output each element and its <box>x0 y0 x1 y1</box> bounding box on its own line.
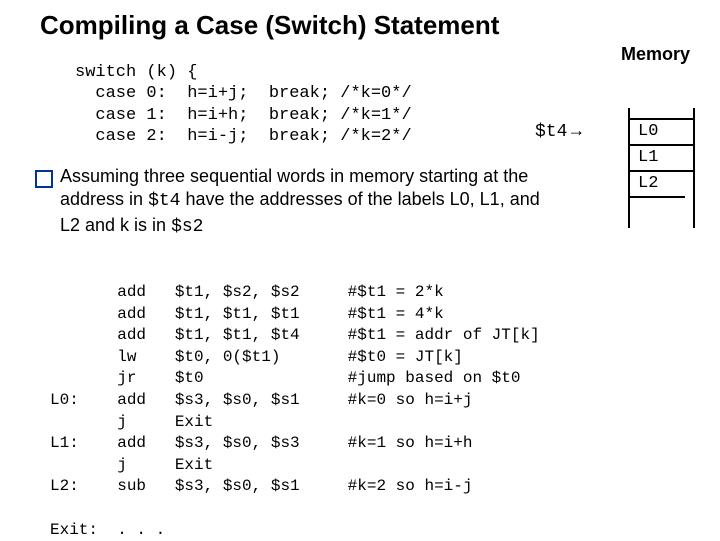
memory-diagram: L0 L1 L2 <box>628 108 695 228</box>
assume-reg-t4: $t4 <box>148 191 180 211</box>
assume-reg-s2: $s2 <box>171 217 203 237</box>
slide-title: Compiling a Case (Switch) Statement <box>40 10 499 41</box>
bullet-icon <box>35 170 53 188</box>
assembly-code-block: add $t1, $s2, $s2 #$t1 = 2*k add $t1, $t… <box>50 282 540 541</box>
memory-cell: L0 <box>630 118 693 144</box>
t4-pointer: $t4→ <box>535 120 585 142</box>
assumption-paragraph: Assuming three sequential words in memor… <box>60 165 540 239</box>
arrow-icon: → <box>567 120 585 140</box>
memory-cell: L1 <box>630 144 693 170</box>
memory-empty-bottom <box>630 196 685 228</box>
memory-empty-top <box>630 108 685 118</box>
switch-source-code: switch (k) { case 0: h=i+j; break; /*k=0… <box>75 62 412 147</box>
memory-heading: Memory <box>621 44 690 65</box>
t4-register-label: $t4 <box>535 122 567 142</box>
memory-cell: L2 <box>630 170 693 196</box>
